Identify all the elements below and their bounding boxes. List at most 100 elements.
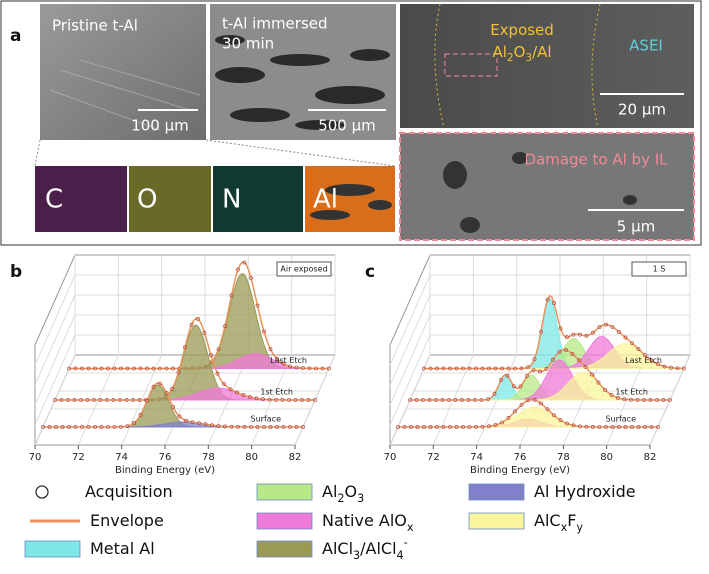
acquisition-point: [106, 425, 110, 429]
acquisition-point: [151, 384, 156, 389]
acquisition-point: [190, 420, 195, 425]
legend-marker: [468, 512, 525, 530]
acquisition-point: [518, 384, 523, 389]
acquisition-point: [636, 347, 641, 351]
acquisition-point: [164, 366, 169, 371]
acquisition-point: [73, 425, 78, 429]
text-part: Metal Al: [90, 539, 155, 558]
acquisition-point: [479, 398, 484, 402]
x-tick-label: 82: [289, 452, 302, 463]
acquisition-point: [184, 418, 188, 423]
acquisition-point: [513, 409, 517, 414]
acquisition-point: [590, 372, 594, 377]
acquisition-point: [138, 412, 143, 417]
acquisition-point: [623, 335, 628, 340]
acquisition-point: [301, 425, 305, 429]
grid-line: [389, 334, 431, 426]
acquisition-point: [609, 393, 614, 397]
acquisition-point: [236, 267, 240, 272]
acquisition-point: [118, 398, 122, 402]
acquisition-point: [630, 341, 634, 345]
acquisition-point: [99, 366, 104, 371]
acquisition-point: [294, 365, 299, 370]
acquisition-point: [138, 366, 143, 371]
map-label: Al: [313, 185, 338, 215]
acquisition-point: [649, 358, 654, 363]
text-part: /Al: [532, 43, 551, 61]
acquisition-point: [584, 333, 589, 338]
grid-line: [34, 334, 76, 426]
subscript: 2: [507, 52, 514, 64]
acquisition-point: [268, 347, 273, 352]
scale-label: 5 µm: [617, 218, 655, 236]
x-axis-title: Binding Energy (eV): [115, 465, 215, 476]
acquisition-point: [262, 329, 266, 334]
acquisition-point: [229, 293, 234, 298]
acquisition-point: [72, 398, 77, 402]
acquisition-point: [228, 387, 233, 392]
acquisition-point: [242, 260, 247, 265]
acquisition-point: [461, 366, 465, 371]
acquisition-point: [216, 424, 221, 428]
acquisition-point: [73, 366, 78, 371]
acquisition-point: [616, 396, 620, 400]
row-label: 1st Etch: [260, 388, 293, 397]
acquisition-point: [306, 398, 311, 402]
subscript: y: [576, 521, 583, 534]
acquisition-point: [500, 366, 504, 371]
acquisition-point: [512, 384, 516, 389]
acquisition-point: [197, 421, 201, 426]
acquisition-point: [610, 325, 615, 329]
acquisition-point: [80, 366, 84, 371]
tag: 1 S: [653, 265, 666, 274]
acquisition-point: [99, 425, 104, 429]
subscript: x: [407, 521, 414, 534]
acquisition-point: [565, 421, 569, 426]
legend-label: Envelope: [90, 511, 164, 530]
acquisition-point: [492, 391, 497, 396]
panel-label: b: [10, 262, 22, 282]
acquisition-point: [435, 425, 439, 429]
acquisition-point: [67, 425, 71, 429]
legend-label: Al2O3: [322, 482, 364, 505]
acquisition-point: [125, 424, 130, 428]
acquisition-point: [93, 425, 97, 429]
subscript: 3: [353, 549, 360, 562]
acquisition-point: [577, 358, 581, 363]
acquisition-point: [288, 364, 292, 369]
acquisition-point: [552, 413, 556, 418]
acquisition-point: [544, 366, 549, 371]
acquisition-point: [545, 407, 550, 412]
legend-marker: [256, 512, 313, 530]
acquisition-point: [597, 325, 602, 330]
acquisition-point: [202, 330, 207, 335]
acquisition-point: [525, 374, 529, 378]
acquisition-point: [635, 398, 640, 402]
acquisition-point: [314, 366, 318, 371]
acquisition-point: [255, 303, 260, 308]
acquisition-point: [571, 423, 576, 428]
acquisition-point: [158, 366, 162, 371]
acquisition-point: [441, 366, 446, 371]
acquisition-point: [519, 366, 524, 371]
subscript: 2: [337, 492, 344, 505]
acquisition-point: [66, 398, 70, 402]
acquisition-point: [447, 398, 451, 402]
text-part: Al Hydroxide: [534, 482, 636, 501]
acquisition-point: [189, 322, 194, 327]
text-part: O: [345, 482, 358, 501]
x-tick-label: 72: [427, 452, 440, 463]
acquisition-point: [604, 425, 608, 429]
grid-line: [34, 274, 76, 366]
acquisition-point: [203, 422, 208, 427]
grid-line: [389, 314, 431, 406]
acquisition-point: [642, 398, 646, 402]
acquisition-point: [617, 330, 621, 334]
acquisition-point: [145, 366, 149, 371]
acquisition-point: [119, 424, 123, 429]
acquisition-point: [453, 398, 458, 402]
x-tick-label: 82: [644, 452, 657, 463]
acquisition-point: [274, 397, 278, 402]
acquisition-point: [47, 425, 52, 429]
acquisition-point: [531, 368, 536, 373]
